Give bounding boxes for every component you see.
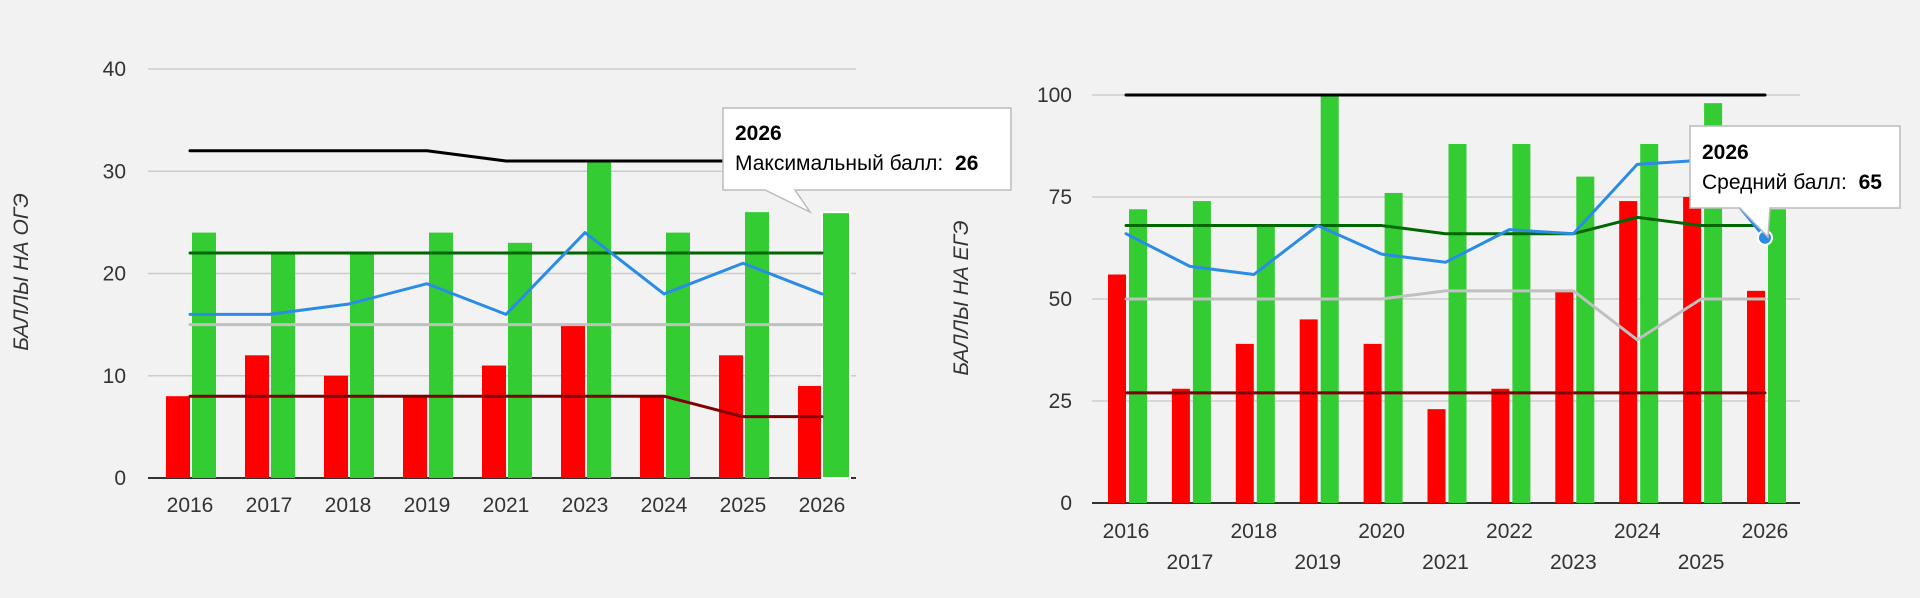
ege-tooltip: 2026 Средний балл: 65: [1689, 125, 1901, 239]
oge-bar-max-2023[interactable]: [587, 161, 611, 478]
oge-bar-max-2018[interactable]: [350, 253, 374, 478]
oge-line-2[interactable]: [188, 231, 824, 316]
oge-tooltip-label-text: Максимальный балл:: [735, 152, 943, 175]
ege-x-tick-label-2023: 2023: [1550, 551, 1597, 574]
ege-bar-min-2021[interactable]: [1427, 409, 1446, 503]
oge-x-tick-label-2026: 2026: [799, 494, 846, 517]
oge-x-tick-label-2025: 2025: [720, 494, 767, 517]
oge-x-tick-label-2017: 2017: [246, 494, 293, 517]
ege-x-tick-label-2022: 2022: [1486, 520, 1533, 543]
ege-bar-min-2017[interactable]: [1171, 388, 1190, 503]
ege-bar-min-2025[interactable]: [1683, 197, 1702, 503]
ege-tooltip-label: Средний балл: 65: [1702, 171, 1882, 194]
oge-bar-min-2021[interactable]: [482, 365, 506, 478]
ege-bar-max-2020[interactable]: [1384, 192, 1403, 504]
ege-line-3[interactable]: [1124, 289, 1767, 342]
oge-bar-min-2017[interactable]: [245, 355, 269, 478]
ege-bar-min-2026[interactable]: [1747, 290, 1765, 503]
ege-bar-max-2021[interactable]: [1448, 143, 1467, 503]
oge-x-tick-label-2021: 2021: [483, 494, 530, 517]
ege-bar-max-2024[interactable]: [1640, 143, 1659, 503]
ege-bar-max-2017[interactable]: [1192, 201, 1211, 503]
oge-bar-max-2021[interactable]: [508, 242, 532, 478]
oge-x-tick-label-2018: 2018: [325, 494, 372, 517]
oge-chart: БАЛЛЫ НА ОГЭ 0 10 20 30 40 2016 2017 2018 2019 20…: [10, 58, 1012, 517]
oge-x-tick-label-2019: 2019: [404, 494, 451, 517]
oge-bar-min-2023[interactable]: [561, 324, 585, 478]
ege-bar-min-2020[interactable]: [1363, 343, 1382, 503]
oge-bar-max-2017[interactable]: [271, 253, 295, 478]
ege-y-axis-title: БАЛЛЫ НА ЕГЭ: [950, 220, 973, 375]
ege-tooltip-value: 65: [1859, 171, 1883, 194]
oge-bar-max-2016[interactable]: [192, 232, 216, 478]
oge-tooltip-box: [722, 107, 1012, 214]
ege-bar-max-2018[interactable]: [1256, 225, 1275, 503]
oge-bar-max-2026[interactable]: [821, 211, 851, 479]
ege-x-tick-label-2020: 2020: [1358, 520, 1405, 543]
ege-x-tick-label-2021: 2021: [1422, 551, 1469, 574]
ege-bar-max-2022[interactable]: [1512, 143, 1531, 503]
ege-line-2[interactable]: [1124, 158, 1767, 277]
oge-y-tick-label: 30: [103, 160, 126, 183]
ege-bar-min-2019[interactable]: [1299, 319, 1318, 503]
oge-bar-min-2018[interactable]: [324, 375, 348, 478]
ege-bar-min-2024[interactable]: [1619, 201, 1638, 503]
oge-tooltip: 2026 Максимальный балл: 26: [722, 107, 1012, 214]
ege-y-tick-label: 100: [1037, 84, 1072, 107]
ege-x-tick-label-2017: 2017: [1167, 551, 1214, 574]
ege-y-tick-label: 0: [1060, 492, 1072, 515]
ege-x-tick-label-2019: 2019: [1294, 551, 1341, 574]
ege-x-tick-label-2024: 2024: [1614, 520, 1661, 543]
ege-x-tick-label-2016: 2016: [1103, 520, 1150, 543]
ege-y-tick-label: 25: [1049, 390, 1072, 413]
oge-bar-min-2019[interactable]: [403, 396, 427, 478]
oge-line-4[interactable]: [188, 394, 824, 419]
ege-bar-max-2023[interactable]: [1576, 176, 1595, 503]
ege-tooltip-box: [1689, 125, 1901, 239]
ege-bar-min-2022[interactable]: [1491, 388, 1510, 503]
oge-bar-min-2024[interactable]: [640, 396, 664, 478]
ege-bar-max-2016[interactable]: [1129, 209, 1147, 504]
ege-tooltip-year: 2026: [1702, 141, 1749, 164]
oge-line-0[interactable]: [188, 149, 824, 163]
ege-x-tick-label-2026: 2026: [1742, 520, 1789, 543]
oge-bar-max-2019[interactable]: [429, 232, 453, 478]
oge-bar-min-2026[interactable]: [798, 385, 822, 478]
oge-x-tick-label-2023: 2023: [562, 494, 609, 517]
oge-x-tick-label-2024: 2024: [641, 494, 688, 517]
ege-x-tick-label-2018: 2018: [1230, 520, 1277, 543]
oge-bar-max-2024[interactable]: [666, 232, 690, 478]
ege-line-1[interactable]: [1124, 215, 1767, 236]
oge-tooltip-value: 26: [955, 152, 978, 175]
oge-bar-min-2016[interactable]: [166, 396, 190, 478]
ege-tooltip-label-text: Средний балл:: [1702, 171, 1847, 194]
oge-y-tick-label: 20: [103, 263, 126, 286]
ege-bar-min-2016[interactable]: [1108, 274, 1126, 503]
oge-tooltip-year: 2026: [735, 122, 782, 145]
oge-x-tick-label-2016: 2016: [167, 494, 214, 517]
ege-y-tick-label: 50: [1049, 288, 1072, 311]
oge-y-tick-label: 0: [114, 467, 126, 490]
ege-bar-min-2023[interactable]: [1555, 290, 1574, 503]
oge-tooltip-label: Максимальный балл: 26: [735, 152, 978, 175]
ege-y-tick-label: 75: [1049, 186, 1072, 209]
ege-x-tick-label-2025: 2025: [1678, 551, 1725, 574]
ege-bar-min-2018[interactable]: [1235, 343, 1254, 503]
ege-chart: БАЛЛЫ НА ЕГЭ 0 25 50 75 100 2016 2017 2018 2019 2…: [950, 84, 1901, 574]
ege-bar-max-2026[interactable]: [1768, 209, 1786, 504]
oge-y-axis-title: БАЛЛЫ НА ОГЭ: [10, 193, 33, 351]
oge-y-tick-label: 10: [103, 365, 126, 388]
oge-bar-max-2025[interactable]: [745, 212, 769, 478]
oge-y-tick-label: 40: [103, 58, 126, 81]
